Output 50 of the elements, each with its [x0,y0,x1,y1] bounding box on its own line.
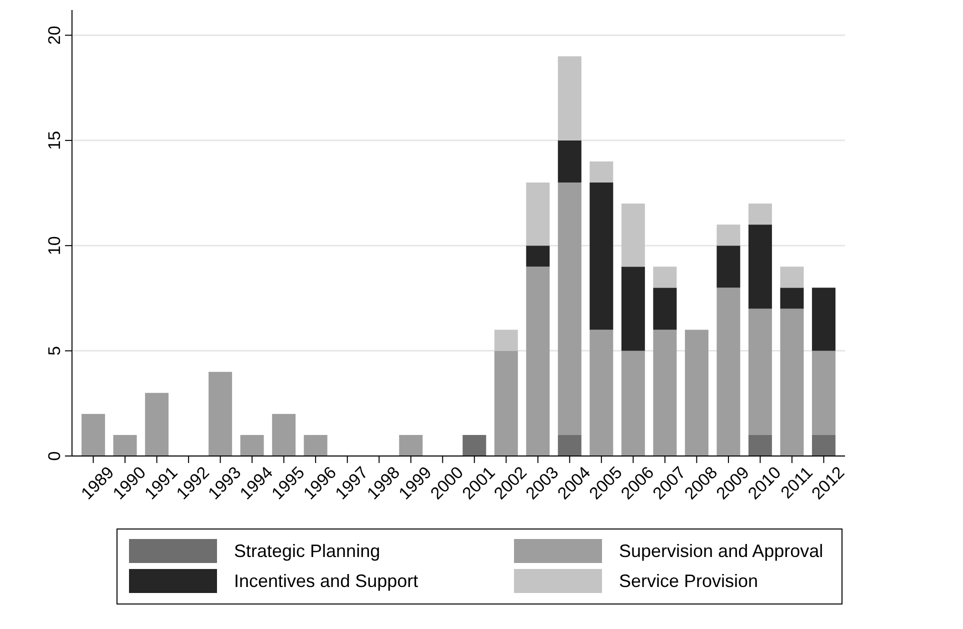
bar [558,434,582,456]
y-tick-label: 5 [45,346,64,356]
bar [526,266,550,456]
bar [558,56,582,140]
bar [780,288,804,309]
bar [590,182,614,330]
bar [558,182,582,435]
bar [621,350,645,456]
bar [748,434,772,456]
legend-label: Incentives and Support [234,571,418,591]
bar [748,224,772,309]
bar [462,434,486,456]
bar [82,414,106,456]
bar [716,246,740,288]
bar [494,350,518,456]
bar [621,266,645,351]
bar [526,246,550,267]
bar [653,288,677,330]
y-tick-label: 10 [45,236,64,256]
bar [590,330,614,456]
bar [399,434,423,456]
bar [684,330,708,456]
bar [272,414,296,456]
bar [113,434,137,456]
bar [304,434,328,456]
bar [780,308,804,456]
legend-label: Service Provision [619,571,758,591]
bar [780,266,804,288]
bar [812,288,836,351]
y-tick-label: 15 [45,130,64,150]
bar [653,330,677,456]
bar [716,224,740,246]
bar [621,204,645,267]
legend-label: Strategic Planning [234,541,380,561]
bar [812,434,836,456]
bar [812,350,836,435]
bar [494,330,518,351]
y-tick-label: 0 [45,451,64,461]
bar [748,308,772,435]
legend-label: Supervision and Approval [619,541,824,561]
bar [526,182,550,246]
bar [558,140,582,183]
bar [748,204,772,225]
y-tick-label: 20 [45,26,64,45]
bar [240,434,264,456]
bar [208,372,232,456]
bar [590,161,614,183]
bar [145,392,169,456]
bar [653,266,677,288]
bar [716,288,740,456]
